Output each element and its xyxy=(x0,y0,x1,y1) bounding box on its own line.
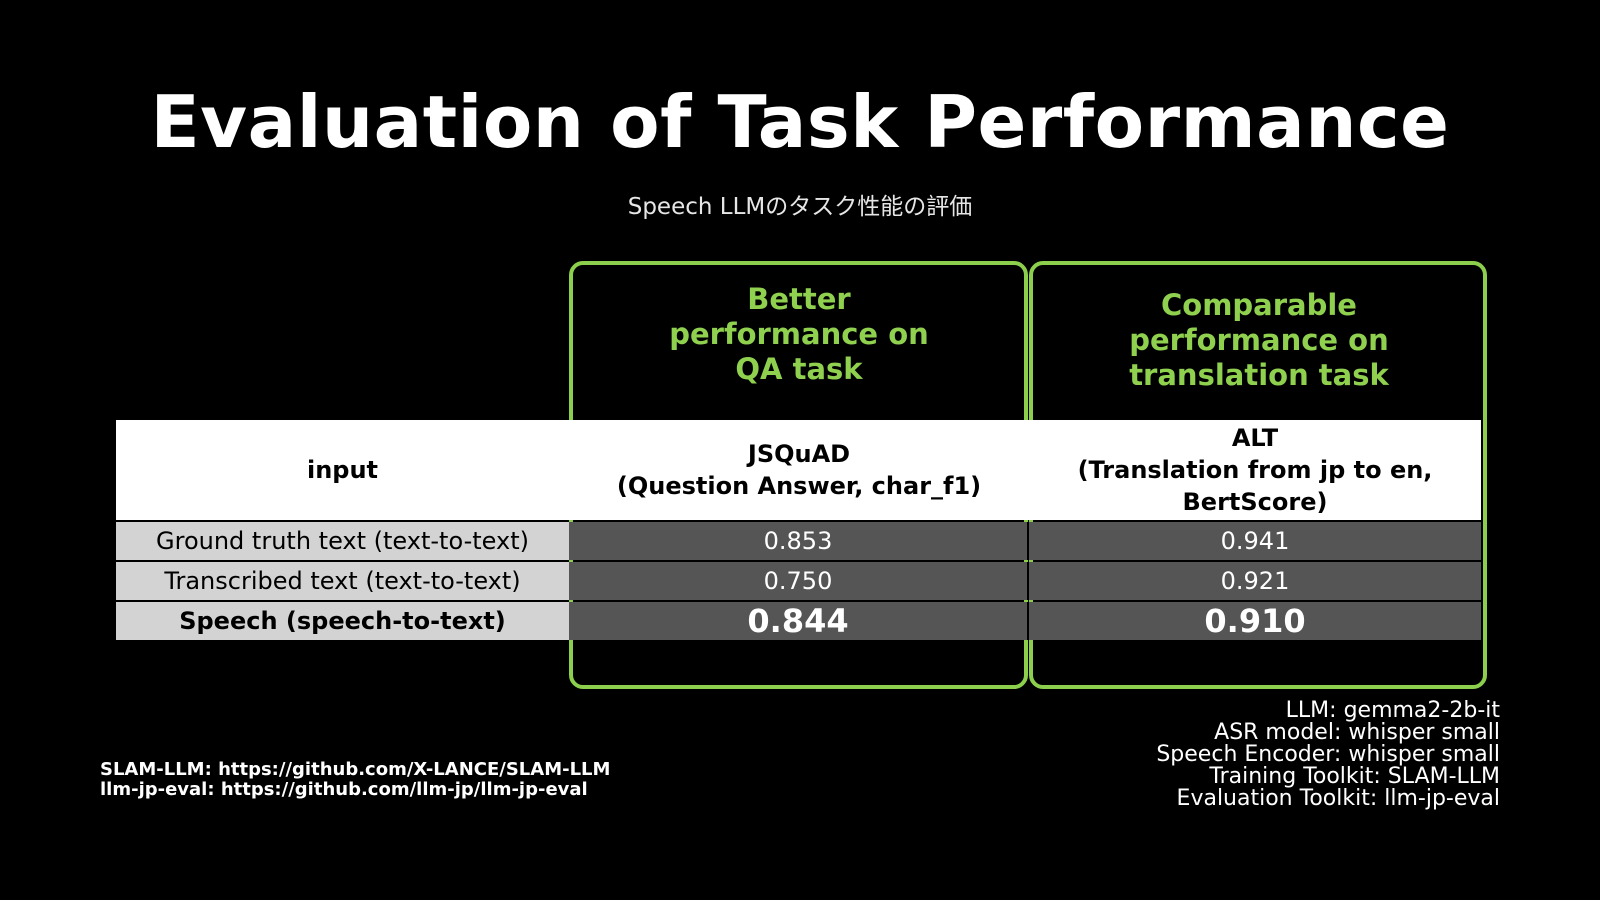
config-item: ASR model: whisper small xyxy=(1214,720,1500,745)
qa-highlight-line: QA task xyxy=(735,351,863,386)
references: SLAM-LLM: https://github.com/X-LANCE/SLA… xyxy=(100,760,610,800)
header-qa-dataset: JSQuAD xyxy=(747,440,851,468)
config-item: Training Toolkit: SLAM-LLM xyxy=(1209,764,1500,789)
header-translation-dataset: ALT xyxy=(1231,424,1279,452)
table-row: Ground truth text (text-to-text) 0.853 0… xyxy=(116,522,1481,560)
slide-subtitle: Speech LLMのタスク性能の評価 xyxy=(627,194,973,220)
qa-highlight: Better performance on QA task xyxy=(575,264,1023,404)
slide-title: Evaluation of Task Performance xyxy=(150,80,1450,164)
config-item: LLM: gemma2-2b-it xyxy=(1285,698,1500,723)
translation-highlight: Comparable performance on translation ta… xyxy=(1035,270,1483,410)
translation-highlight-line: performance on xyxy=(1129,322,1389,357)
experiment-config: LLM: gemma2-2b-it ASR model: whisper sma… xyxy=(1156,700,1500,810)
table-row: Transcribed text (text-to-text) 0.750 0.… xyxy=(116,562,1481,600)
header-translation-metric: BertScore) xyxy=(1182,488,1328,516)
row-input-label: Transcribed text (text-to-text) xyxy=(116,562,569,600)
row-translation-value: 0.941 xyxy=(1029,522,1481,560)
table-row: Speech (speech-to-text) 0.844 0.910 xyxy=(116,602,1481,640)
header-qa: JSQuAD (Question Answer, char_f1) xyxy=(569,420,1029,520)
header-qa-metric: (Question Answer, char_f1) xyxy=(616,472,982,500)
config-item: Speech Encoder: whisper small xyxy=(1156,742,1500,767)
translation-highlight-line: translation task xyxy=(1129,357,1389,392)
qa-highlight-line: performance on xyxy=(669,316,929,351)
row-translation-value: 0.910 xyxy=(1029,602,1481,640)
row-input-label: Ground truth text (text-to-text) xyxy=(116,522,569,560)
row-qa-value: 0.844 xyxy=(569,602,1029,640)
row-translation-value: 0.921 xyxy=(1029,562,1481,600)
row-input-label: Speech (speech-to-text) xyxy=(116,602,569,640)
header-translation: ALT (Translation from jp to en, BertScor… xyxy=(1029,420,1481,520)
row-qa-value: 0.853 xyxy=(569,522,1029,560)
reference-link[interactable]: llm-jp-eval: https://github.com/llm-jp/l… xyxy=(100,779,588,800)
header-input: input xyxy=(306,456,379,484)
header-translation-metric: (Translation from jp to en, xyxy=(1077,456,1433,484)
table-header-row: input JSQuAD (Question Answer, char_f1) … xyxy=(116,420,1481,520)
translation-highlight-line: Comparable xyxy=(1160,287,1357,322)
qa-highlight-line: Better xyxy=(747,281,851,316)
row-qa-value: 0.750 xyxy=(569,562,1029,600)
reference-link[interactable]: SLAM-LLM: https://github.com/X-LANCE/SLA… xyxy=(100,759,611,780)
config-item: Evaluation Toolkit: llm-jp-eval xyxy=(1176,786,1500,811)
